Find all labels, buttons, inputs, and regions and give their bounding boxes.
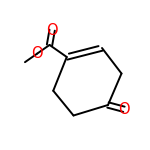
Text: O: O (118, 102, 130, 117)
Text: O: O (32, 46, 43, 61)
Text: O: O (46, 23, 58, 38)
